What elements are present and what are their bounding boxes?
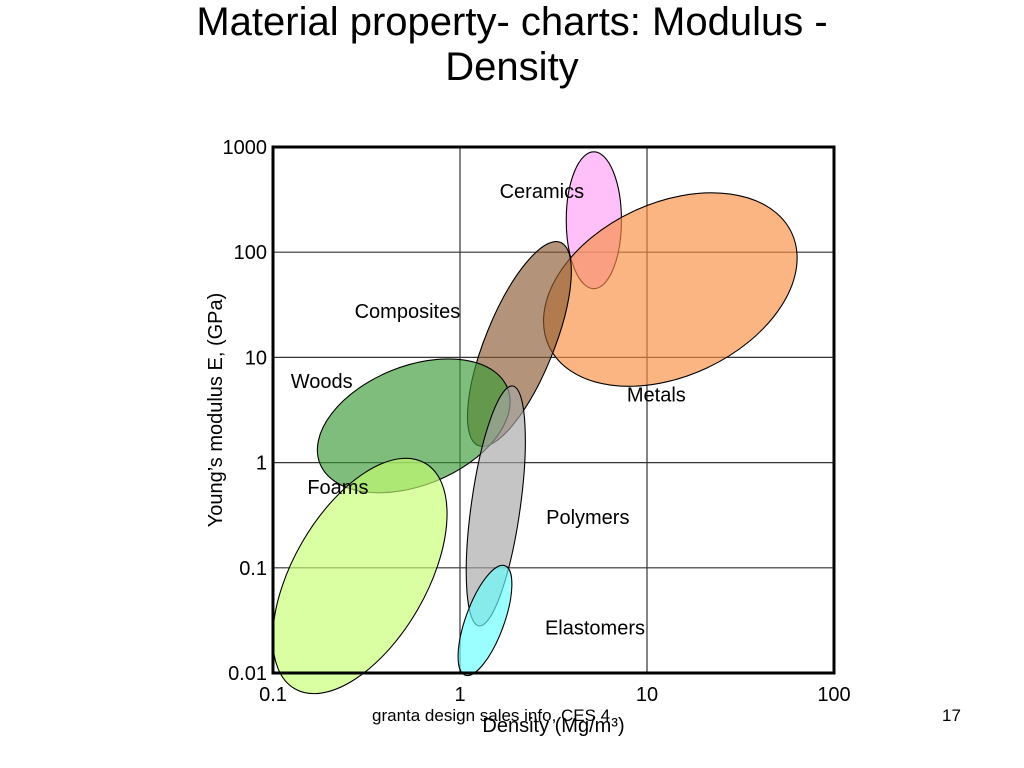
x-axis-label: Density (Mg/m³) [482, 715, 624, 737]
y-axis-label: Young’s modulus E, (GPa) [205, 293, 227, 528]
page-number: 17 [942, 706, 961, 725]
label-foams: Foams [307, 477, 368, 499]
label-ceramics: Ceramics [500, 181, 584, 203]
title-line-1: Material property- charts: Modulus - [196, 0, 828, 44]
plot-frame [271, 145, 836, 675]
x-tick-100: 100 [817, 684, 850, 706]
y-tick-0.01: 0.01 [228, 663, 267, 685]
footer-text: granta design sales info, CES 4 [372, 706, 611, 725]
slide-title: Material property- charts: Modulus - Den… [112, 0, 912, 90]
x-tick-10: 10 [636, 684, 658, 706]
y-tick-10: 10 [245, 347, 267, 369]
label-elastomers: Elastomers [545, 617, 645, 639]
label-composites: Composites [355, 301, 461, 323]
y-tick-1: 1 [256, 453, 267, 475]
label-woods: Woods [291, 371, 353, 393]
title-line-2: Density [445, 45, 579, 89]
envelope-foams [272, 457, 448, 695]
x-tick-1: 1 [454, 684, 465, 706]
y-tick-1000: 1000 [223, 137, 268, 159]
envelope-elastomers [457, 564, 513, 677]
label-polymers: Polymers [546, 507, 629, 529]
y-tick-0.1: 0.1 [239, 558, 267, 580]
y-tick-100: 100 [234, 242, 267, 264]
x-tick-0.1: 0.1 [259, 684, 287, 706]
label-metals: Metals [627, 385, 686, 407]
